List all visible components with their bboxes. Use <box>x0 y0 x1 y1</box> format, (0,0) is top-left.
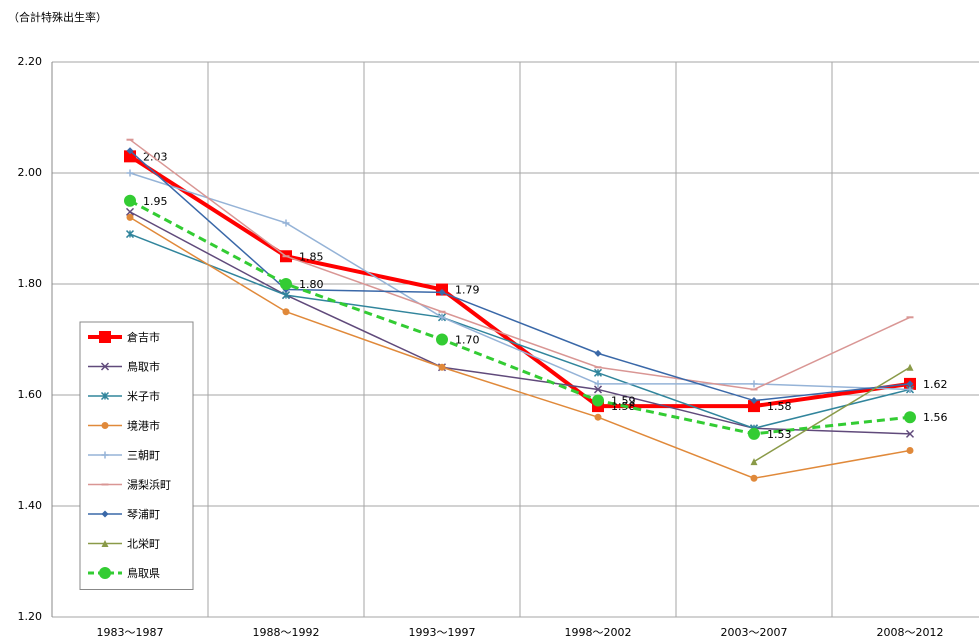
point <box>906 447 914 454</box>
point <box>126 213 134 221</box>
y-tick-label: 2.00 <box>18 166 43 179</box>
legend-label: 琴浦町 <box>127 508 160 521</box>
x-tick-label: 2008～2012 <box>877 626 944 639</box>
legend-marker <box>101 422 109 429</box>
point <box>282 219 290 227</box>
legend-label: 湯梨浜町 <box>127 478 171 492</box>
x-tick-label: 1983～1987 <box>97 626 164 639</box>
point <box>750 380 758 388</box>
point <box>438 288 446 296</box>
y-tick-label: 1.80 <box>18 277 43 290</box>
legend-label: 北栄町 <box>127 537 160 551</box>
x-tick-label: 1988～1992 <box>253 626 320 639</box>
point <box>750 458 758 466</box>
data-label: 1.95 <box>143 195 168 208</box>
y-tick-label: 1.20 <box>18 610 43 623</box>
point <box>906 363 914 371</box>
data-label: 1.79 <box>455 284 480 297</box>
data-label: 1.58 <box>767 400 792 413</box>
point <box>125 207 135 216</box>
series-line <box>129 233 911 430</box>
legend-marker <box>101 451 109 459</box>
series-line <box>129 172 911 391</box>
legend-marker <box>100 391 110 401</box>
point <box>126 147 134 155</box>
point <box>748 427 760 440</box>
legend-label: 鳥取県 <box>127 566 160 580</box>
series-line <box>129 150 911 402</box>
legend-marker <box>101 540 109 547</box>
point <box>280 278 292 290</box>
legend-label: 三朝町 <box>127 449 160 462</box>
y-tick-label: 1.40 <box>18 499 43 512</box>
point <box>594 413 602 421</box>
legend-marker <box>99 331 111 343</box>
data-label: 1.53 <box>767 428 792 441</box>
data-label: 1.85 <box>299 250 324 263</box>
y-tick-label: 2.20 <box>18 55 43 68</box>
data-label: 1.80 <box>299 278 324 291</box>
x-tick-label: 2003～2007 <box>721 626 788 639</box>
point <box>592 394 604 407</box>
point <box>125 230 135 239</box>
data-label: 1.62 <box>923 378 948 391</box>
point <box>593 368 603 377</box>
data-label: 1.56 <box>923 411 948 424</box>
point <box>594 349 602 357</box>
series-line <box>753 366 911 463</box>
point <box>126 169 134 177</box>
series-line <box>128 154 911 409</box>
legend-label: 鳥取市 <box>127 360 160 374</box>
y-tick-label: 1.60 <box>18 388 43 401</box>
y-axis-label: （合計特殊出生率） <box>8 10 107 24</box>
data-label: 1.70 <box>455 334 480 347</box>
point <box>750 397 758 405</box>
series-line <box>129 199 911 436</box>
point <box>750 474 758 482</box>
legend-label: 米子市 <box>127 389 160 403</box>
point <box>906 380 914 388</box>
point <box>438 363 446 371</box>
x-tick-label: 1993～1997 <box>409 626 476 639</box>
legend-marker <box>101 510 109 518</box>
legend-marker <box>99 567 111 579</box>
point <box>436 333 448 346</box>
series-line <box>129 216 911 480</box>
data-label: 1.59 <box>611 395 636 408</box>
point <box>748 400 760 413</box>
x-tick-label: 1998～2002 <box>565 626 632 639</box>
series-line <box>129 139 911 391</box>
legend-label: 倉吉市 <box>127 330 160 344</box>
series-line <box>129 211 911 435</box>
point <box>594 380 602 388</box>
legend-label: 境港市 <box>127 419 160 433</box>
point <box>438 313 446 321</box>
point <box>904 411 916 424</box>
legend-marker <box>100 362 110 371</box>
point <box>124 194 136 207</box>
point <box>905 429 915 438</box>
point <box>593 385 603 394</box>
point <box>282 308 290 316</box>
